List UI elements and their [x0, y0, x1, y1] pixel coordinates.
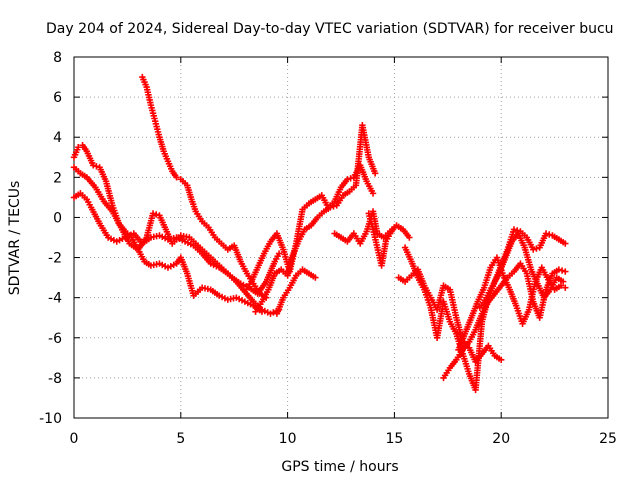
y-tick-label: -4: [48, 291, 62, 307]
y-tick-label: 2: [53, 170, 62, 186]
data-point: [562, 240, 569, 247]
tick-layer: 0 5 10 15 20 25 -10 -8 -6 -4 -2 0 2 4 6 8: [39, 50, 617, 447]
series-14: [476, 230, 567, 311]
data-point: [510, 226, 518, 233]
x-tick-label: 20: [492, 431, 510, 447]
data-point: [312, 274, 319, 281]
y-tick-label: 0: [53, 210, 62, 226]
data-point: [369, 190, 377, 197]
y-tick-label: -6: [48, 331, 62, 347]
data-point: [275, 250, 283, 257]
data-point: [562, 268, 569, 275]
series-7: [273, 266, 319, 317]
data-point: [173, 174, 180, 181]
x-tick-label: 10: [279, 431, 297, 447]
x-tick-label: 25: [599, 431, 617, 447]
data-point: [542, 230, 550, 237]
series-9: [365, 210, 398, 269]
data-point: [153, 211, 160, 218]
data-point: [557, 282, 565, 289]
y-tick-label: -8: [48, 371, 62, 387]
data-point: [93, 163, 100, 170]
x-axis-label: GPS time / hours: [281, 459, 398, 475]
data-point: [391, 224, 398, 231]
data-point: [149, 210, 157, 217]
data-point: [530, 246, 537, 253]
y-tick-label: -2: [48, 251, 62, 267]
data-marks: [70, 73, 569, 394]
data-point: [406, 234, 413, 241]
data-point: [562, 284, 569, 291]
x-tick-label: 0: [70, 431, 79, 447]
series-3: [70, 164, 283, 297]
grid-layer: [74, 57, 608, 418]
series-10: [395, 266, 505, 366]
x-tick-label: 5: [176, 431, 185, 447]
x-tick-label: 15: [385, 431, 403, 447]
data-point: [558, 267, 566, 274]
series-6: [252, 121, 379, 315]
data-point: [498, 356, 505, 364]
data-point: [344, 176, 351, 183]
y-axis-label: SDTVAR / TECUs: [7, 181, 23, 296]
data-point: [546, 231, 553, 238]
data-point: [559, 278, 567, 285]
data-point: [258, 308, 266, 315]
data-point: [347, 175, 354, 182]
data-point: [555, 266, 563, 273]
y-tick-label: -10: [39, 411, 62, 427]
chart-title: Day 204 of 2024, Sidereal Day-to-day VTE…: [46, 21, 614, 37]
data-point: [327, 204, 334, 211]
data-point: [75, 144, 82, 151]
data-point: [330, 203, 337, 210]
series-4: [139, 73, 270, 301]
y-tick-label: 8: [53, 50, 62, 66]
data-point: [533, 245, 540, 252]
y-tick-label: 6: [53, 90, 62, 106]
y-tick-label: 4: [53, 130, 62, 146]
data-point: [90, 162, 97, 169]
data-point: [371, 170, 379, 177]
plot-frame: [73, 56, 609, 419]
